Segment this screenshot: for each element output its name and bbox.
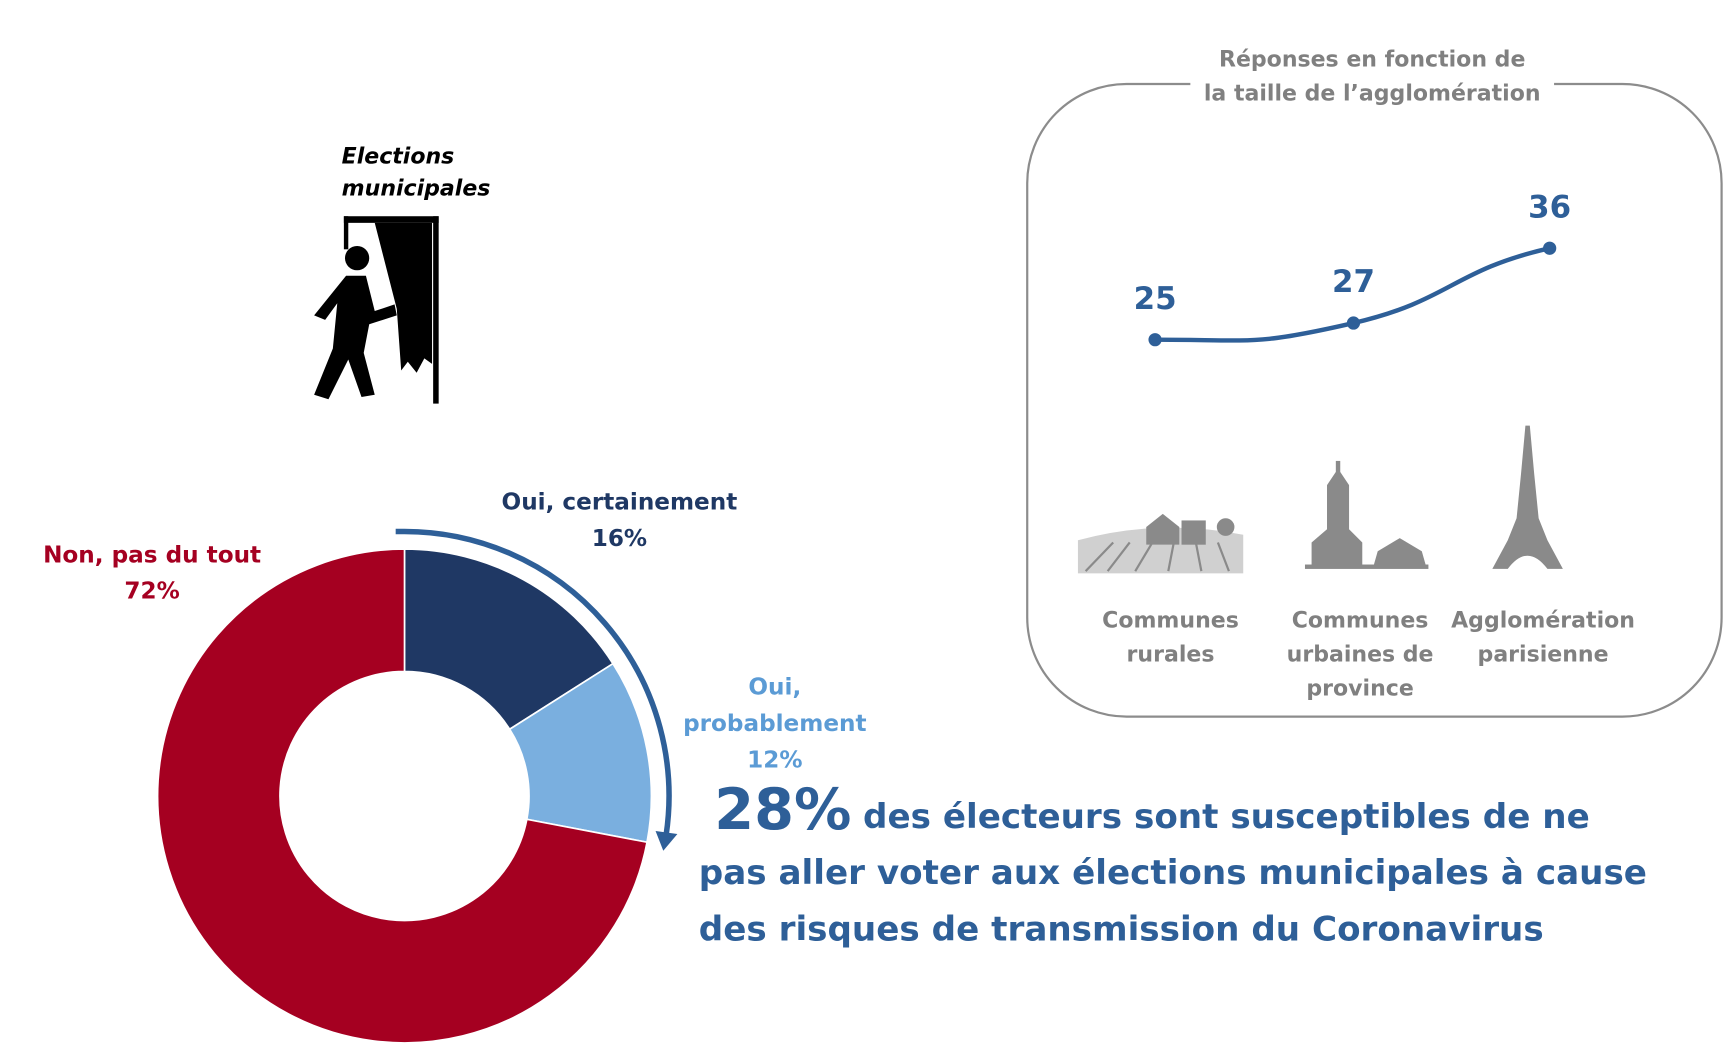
value-label: 27 xyxy=(1332,264,1375,300)
slice-value: 12% xyxy=(747,747,802,773)
headline-text: pas aller voter aux élections municipale… xyxy=(699,853,1647,893)
headline-text: des risques de transmission du Coronavir… xyxy=(699,909,1544,949)
rural-icon xyxy=(1078,514,1243,574)
point xyxy=(1148,333,1161,346)
slice-label: Oui,probablement xyxy=(683,675,866,737)
icon-label: Elections xyxy=(342,144,455,169)
point xyxy=(1543,242,1556,255)
headline-figure: 28% xyxy=(714,776,851,843)
share-arrowhead xyxy=(656,831,678,851)
slice-value: 72% xyxy=(124,579,179,605)
voting-icon xyxy=(314,216,439,403)
slice-label: Non, pas du tout xyxy=(43,542,261,568)
urban-icon xyxy=(1305,461,1428,569)
slice-label: Oui, certainement xyxy=(502,489,738,515)
panel-title: la taille de l’agglomération xyxy=(1204,82,1541,107)
panel-title: Réponses en fonction de xyxy=(1219,47,1525,72)
icon-label: municipales xyxy=(342,176,491,201)
slice-value: 16% xyxy=(592,526,647,552)
eiffel-icon xyxy=(1492,426,1563,569)
value-label: 25 xyxy=(1134,281,1177,317)
chart: Elections municipales Oui, certainement 1… xyxy=(0,0,1726,1053)
value-label: 36 xyxy=(1528,189,1571,225)
point xyxy=(1347,316,1360,329)
headline-text: des électeurs sont susceptibles de ne xyxy=(863,797,1590,837)
page: {"icon_label": ["Elections", "municipale… xyxy=(0,0,1726,1053)
